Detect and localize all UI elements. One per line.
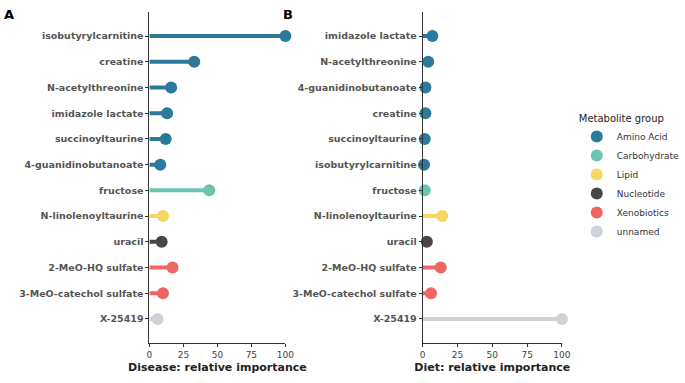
svg-text:fructose: fructose [372, 185, 416, 196]
svg-text:imidazole lactate: imidazole lactate [325, 30, 417, 41]
svg-text:N-acetylthreonine: N-acetylthreonine [47, 82, 144, 93]
svg-text:Lipid: Lipid [617, 170, 638, 180]
svg-text:100: 100 [553, 350, 570, 360]
svg-text:Disease: relative importance: Disease: relative importance [128, 361, 307, 374]
svg-text:succinoyltaurine: succinoyltaurine [328, 133, 417, 144]
svg-text:Nucleotide: Nucleotide [617, 189, 666, 199]
svg-text:B: B [283, 7, 293, 22]
svg-text:75: 75 [521, 350, 532, 360]
svg-text:25: 25 [452, 350, 463, 360]
svg-text:N-linolenoyltaurine: N-linolenoyltaurine [314, 210, 417, 221]
svg-text:creatine: creatine [99, 56, 143, 67]
svg-text:uracil: uracil [113, 236, 143, 247]
svg-text:2-MeO-HQ sulfate: 2-MeO-HQ sulfate [322, 262, 417, 273]
svg-text:2-MeO-HQ sulfate: 2-MeO-HQ sulfate [48, 262, 143, 273]
svg-text:creatine: creatine [373, 108, 417, 119]
svg-text:imidazole lactate: imidazole lactate [52, 108, 144, 119]
svg-text:100: 100 [277, 350, 294, 360]
svg-text:Xenobiotics: Xenobiotics [617, 208, 669, 218]
svg-text:Carbohydrate: Carbohydrate [617, 151, 679, 161]
svg-text:50: 50 [487, 350, 499, 360]
svg-text:X-25419: X-25419 [100, 313, 144, 324]
svg-text:4-guanidinobutanoate: 4-guanidinobutanoate [298, 82, 417, 93]
svg-text:isobutyrylcarnitine: isobutyrylcarnitine [42, 30, 144, 41]
svg-text:X-25419: X-25419 [373, 313, 417, 324]
svg-text:50: 50 [212, 350, 224, 360]
svg-text:0: 0 [420, 350, 426, 360]
svg-text:0: 0 [147, 350, 153, 360]
svg-text:succinoyltaurine: succinoyltaurine [55, 133, 144, 144]
svg-text:3-MeO-catechol sulfate: 3-MeO-catechol sulfate [19, 288, 143, 299]
svg-text:uracil: uracil [387, 236, 417, 247]
svg-text:4-guanidinobutanoate: 4-guanidinobutanoate [24, 159, 143, 170]
svg-text:Amino Acid: Amino Acid [617, 132, 668, 142]
svg-text:N-linolenoyltaurine: N-linolenoyltaurine [41, 210, 144, 221]
svg-text:N-acetylthreonine: N-acetylthreonine [320, 56, 417, 67]
svg-text:fructose: fructose [99, 185, 143, 196]
svg-text:unnamed: unnamed [617, 227, 660, 237]
svg-text:A: A [4, 7, 14, 22]
svg-text:25: 25 [178, 350, 189, 360]
svg-text:75: 75 [246, 350, 257, 360]
svg-text:Diet: relative importance: Diet: relative importance [414, 361, 570, 374]
svg-text:3-MeO-catechol sulfate: 3-MeO-catechol sulfate [292, 288, 416, 299]
svg-text:isobutyrylcarnitine: isobutyrylcarnitine [315, 159, 417, 170]
svg-text:Metabolite group: Metabolite group [579, 113, 664, 124]
